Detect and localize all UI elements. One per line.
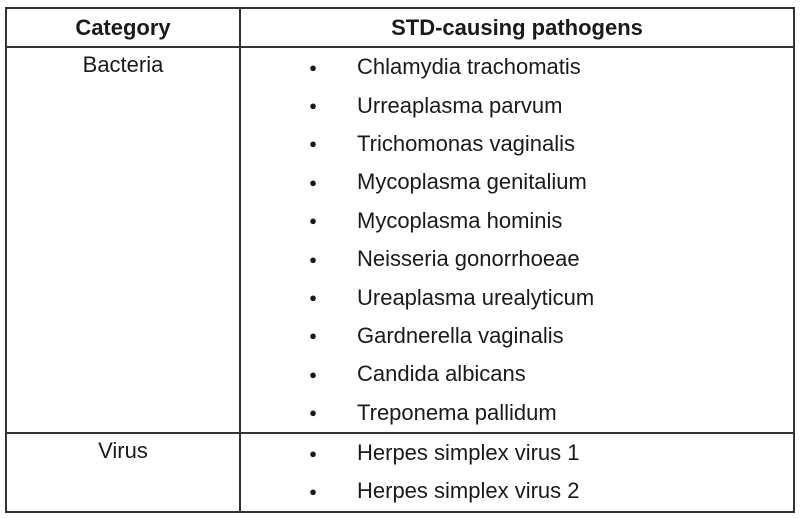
bullet-icon: ● [309,136,317,152]
category-cell: Virus [5,431,241,513]
pathogen-name: Ureaplasma urealyticum [357,284,595,310]
pathogen-name: Chlamydia trachomatis [357,54,581,80]
list-item: ● Neisseria gonorrhoeae [241,240,793,278]
bullet-icon: ● [309,328,317,344]
bullet-icon: ● [309,405,317,421]
list-item: ● Herpes simplex virus 2 [241,472,793,510]
pathogen-name: Treponema pallidum [357,399,557,425]
list-item: ● Mycoplasma genitalium [241,163,793,201]
bullet-icon: ● [309,59,317,75]
pathogen-name: Candida albicans [357,361,526,387]
pathogen-table: Category STD-causing pathogens Bacteria … [5,7,795,513]
bullet-icon: ● [309,174,317,190]
bullet-icon: ● [309,445,317,461]
pathogen-name: Trichomonas vaginalis [357,130,576,156]
list-item: ● Treponema pallidum [241,394,793,432]
list-item: ● Urreaplasma parvum [241,86,793,124]
pathogen-name: Mycoplasma hominis [357,207,563,233]
bullet-icon: ● [309,366,317,382]
pathogen-name: Urreaplasma parvum [357,92,563,118]
list-item: ● Chlamydia trachomatis [241,48,793,86]
pathogen-name: Herpes simplex virus 2 [357,478,580,504]
bullet-icon: ● [309,483,317,499]
list-item: ● Candida albicans [241,355,793,393]
pathogen-list: ● Chlamydia trachomatis ● Urreaplasma parvu… [241,48,793,432]
header-pathogens: STD-causing pathogens [239,7,795,48]
pathogens-cell: ● Herpes simplex virus 1 ● Herpes simplex v… [239,431,795,513]
bullet-icon: ● [309,98,317,114]
pathogen-name: Mycoplasma genitalium [357,169,587,195]
header-category: Category [5,7,241,48]
table-row: Virus ● Herpes simplex virus 1 ● Herpes sim… [5,431,795,513]
bullet-icon: ● [309,251,317,267]
table-row: Bacteria ● Chlamydia trachomatis ● Urreapla… [5,46,795,434]
pathogen-name: Herpes simplex virus 1 [357,440,580,466]
list-item: ● Herpes simplex virus 1 [241,434,793,472]
bullet-icon: ● [309,290,317,306]
pathogens-cell: ● Chlamydia trachomatis ● Urreaplasma parvu… [239,46,795,434]
list-item: ● Mycoplasma hominis [241,202,793,240]
list-item: ● Ureaplasma urealyticum [241,278,793,316]
pathogen-name: Neisseria gonorrhoeae [357,246,580,272]
bullet-icon: ● [309,213,317,229]
category-cell: Bacteria [5,46,241,434]
pathogen-list: ● Herpes simplex virus 1 ● Herpes simplex v… [241,434,793,511]
list-item: ● Gardnerella vaginalis [241,317,793,355]
pathogen-name: Gardnerella vaginalis [357,322,564,348]
category-label: Bacteria [82,52,164,77]
category-label: Virus [98,437,148,463]
list-item: ● Trichomonas vaginalis [241,125,793,163]
header-row: Category STD-causing pathogens [5,7,795,48]
